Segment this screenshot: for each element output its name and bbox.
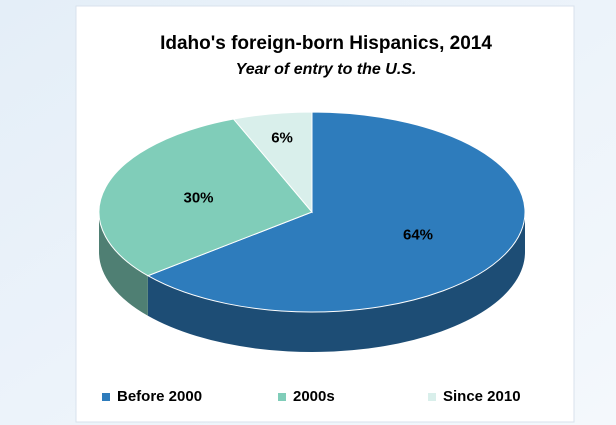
slice (98, 118, 313, 277)
chart-subtitle: Year of entry to the U.S. (236, 61, 417, 78)
legend-swatch (102, 393, 110, 401)
data-label: 6% (271, 129, 293, 146)
chart-title: Idaho's foreign-born Hispanics, 2014 (160, 33, 492, 54)
legend-label: Since 2010 (443, 388, 521, 405)
legend-label: Before 2000 (117, 388, 202, 405)
legend-label: 2000s (293, 388, 335, 405)
data-label: 30% (184, 189, 214, 206)
slice (146, 111, 526, 313)
data-label: 64% (403, 226, 433, 243)
slice (232, 111, 313, 214)
legend-swatch (278, 393, 286, 401)
legend-swatch (428, 393, 436, 401)
slice-side (99, 212, 148, 316)
slice-side (147, 212, 525, 352)
